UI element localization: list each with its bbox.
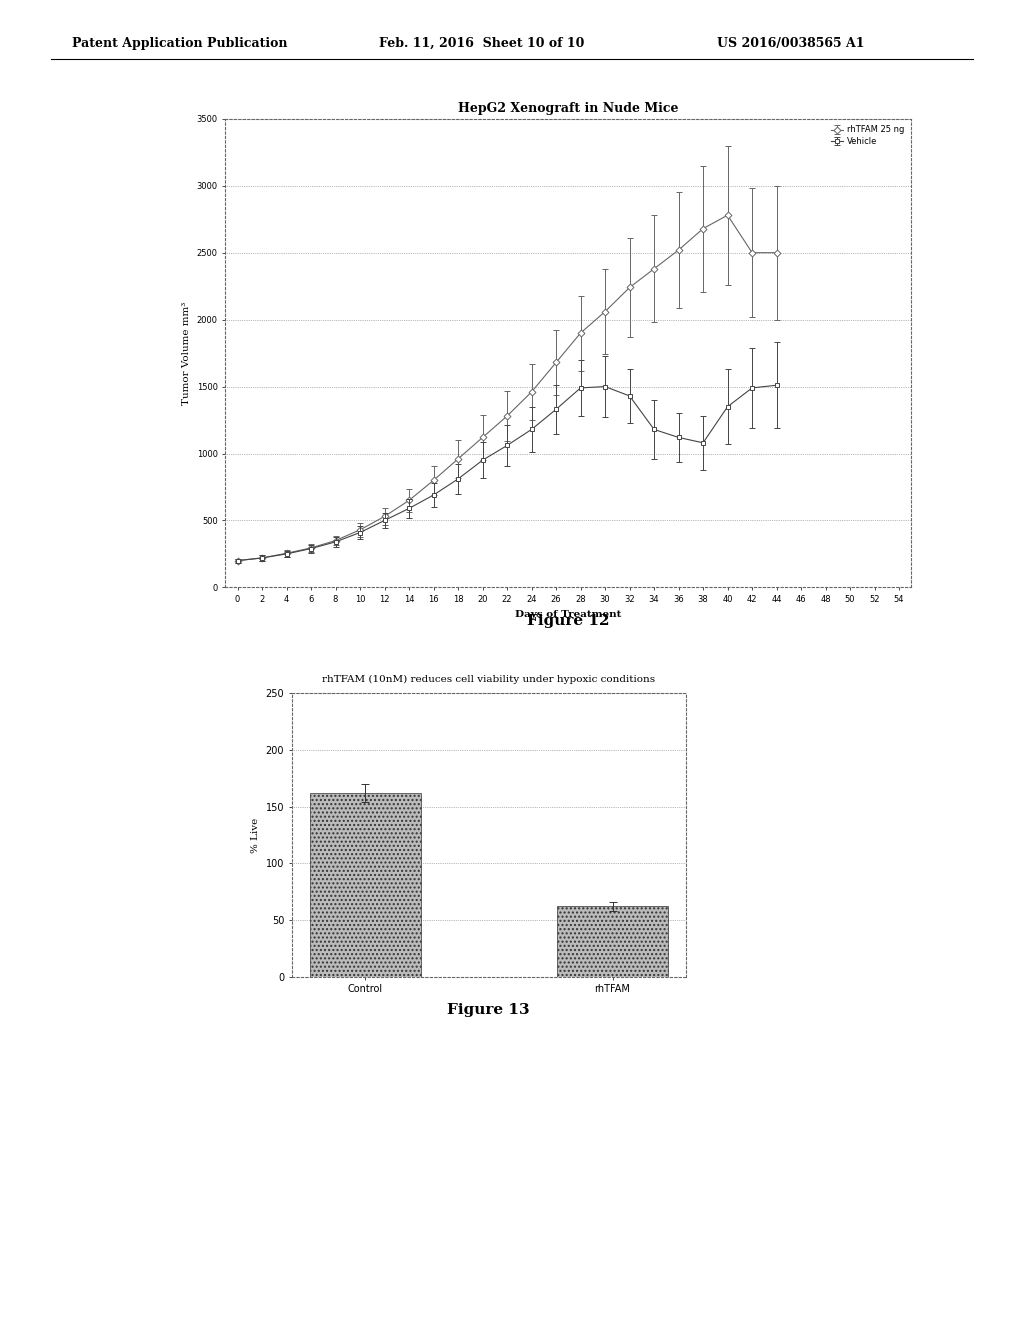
Bar	[557, 907, 668, 977]
Bar	[309, 793, 421, 977]
Title: rhTFAM (10nM) reduces cell viability under hypoxic conditions: rhTFAM (10nM) reduces cell viability und…	[323, 675, 655, 684]
Text: Patent Application Publication: Patent Application Publication	[72, 37, 287, 50]
Text: Figure 13: Figure 13	[447, 1003, 529, 1018]
Text: Feb. 11, 2016  Sheet 10 of 10: Feb. 11, 2016 Sheet 10 of 10	[379, 37, 585, 50]
Title: HepG2 Xenograft in Nude Mice: HepG2 Xenograft in Nude Mice	[458, 102, 679, 115]
Legend: rhTFAM 25 ng, Vehicle: rhTFAM 25 ng, Vehicle	[828, 123, 907, 148]
Text: US 2016/0038565 A1: US 2016/0038565 A1	[717, 37, 864, 50]
X-axis label: Days of Treatment: Days of Treatment	[515, 610, 622, 619]
Text: Figure 12: Figure 12	[527, 614, 609, 628]
Y-axis label: Tumor Volume mm³: Tumor Volume mm³	[182, 301, 190, 405]
Y-axis label: % Live: % Live	[251, 817, 260, 853]
